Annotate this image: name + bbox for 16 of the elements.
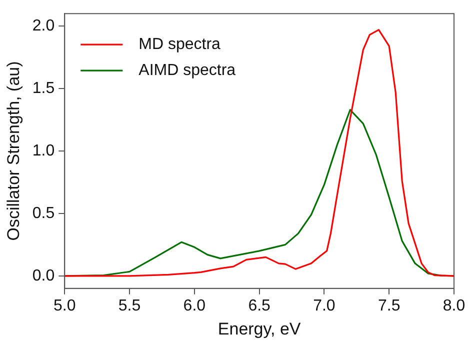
x-tick-label: 7.0 bbox=[313, 297, 336, 314]
x-tick-label: 8.0 bbox=[442, 297, 466, 314]
x-tick-label: 5.5 bbox=[118, 297, 141, 314]
x-tick-label: 6.0 bbox=[183, 297, 206, 314]
y-tick-label: 1.5 bbox=[32, 80, 55, 97]
y-tick-label: 2.0 bbox=[32, 17, 55, 34]
x-tick-label: 6.5 bbox=[248, 297, 271, 314]
y-axis-title: Oscillator Strength, (au) bbox=[4, 61, 23, 241]
legend-label: MD spectra bbox=[138, 36, 221, 54]
x-axis-title: Energy, eV bbox=[218, 319, 302, 338]
y-tick-label: 0.0 bbox=[32, 267, 55, 284]
legend-label: AIMD spectra bbox=[138, 62, 236, 80]
y-tick-label: 1.0 bbox=[32, 142, 55, 160]
x-tick-label: 5.0 bbox=[54, 297, 76, 314]
x-tick-label: 7.5 bbox=[378, 297, 400, 314]
y-tick-label: 0.5 bbox=[32, 204, 55, 222]
